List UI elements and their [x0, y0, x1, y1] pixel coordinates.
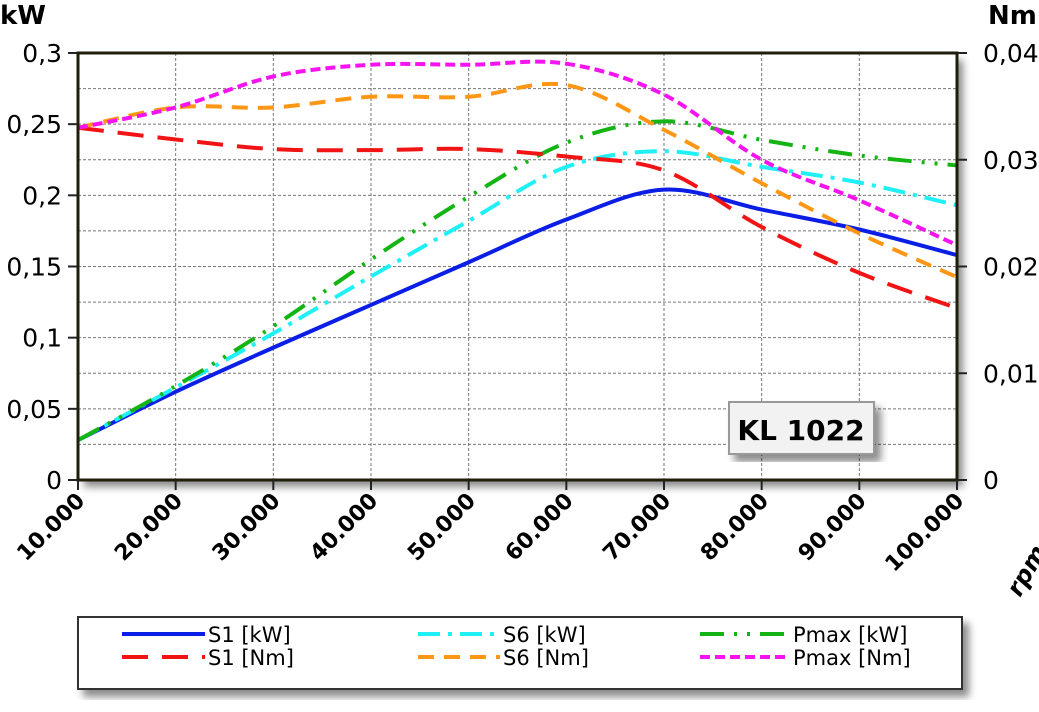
right-tick-label: 0,04: [983, 39, 1039, 68]
x-tick-label: 10.000: [13, 489, 91, 567]
x-tick-label: 40.000: [306, 489, 384, 567]
grid: [78, 53, 957, 480]
x-tick-label: 80.000: [696, 489, 774, 567]
legend-label: S6 [Nm]: [503, 646, 589, 670]
left-tick-label: 0,25: [6, 110, 62, 139]
x-tick-label: 50.000: [403, 489, 481, 567]
series-line-s1-nm: [77, 125, 958, 311]
left-tick-label: 0,05: [6, 395, 62, 424]
x-tick-label: 60.000: [501, 489, 579, 567]
left-tick-label: 0,1: [22, 324, 62, 353]
left-tick-label: 0,2: [22, 181, 62, 210]
series-line-pmax-nm: [77, 59, 958, 247]
left-tick-label: 0: [46, 466, 62, 495]
x-tick-label: 70.000: [599, 489, 677, 567]
x-tick-label: 90.000: [794, 489, 872, 567]
legend-label: S1 [Nm]: [208, 646, 294, 670]
right-tick-label: 0,03: [983, 146, 1039, 175]
x-tick-label: 100.000: [881, 489, 970, 578]
legend-label: Pmax [kW]: [793, 623, 907, 647]
series-line-s1-kw: [77, 187, 958, 442]
right-axis-label: Nm: [988, 1, 1037, 31]
x-axis-label: rpm: [1001, 540, 1039, 601]
legend-label: S1 [kW]: [208, 623, 291, 647]
right-tick-label: 0: [983, 466, 999, 495]
series-line-s6-kw: [77, 149, 958, 442]
left-tick-label: 0,3: [22, 39, 62, 68]
x-tick-label: 30.000: [208, 489, 286, 567]
legend-label: Pmax [Nm]: [793, 646, 911, 670]
left-axis-label: kW: [0, 1, 46, 31]
model-label: KL 1022: [737, 414, 864, 447]
legend-label: S6 [kW]: [503, 623, 586, 647]
right-tick-label: 0,01: [983, 359, 1039, 388]
right-tick-label: 0,02: [983, 253, 1039, 282]
left-tick-label: 0,15: [6, 253, 62, 282]
series-group: [77, 59, 958, 442]
series-line-s6-nm: [77, 81, 958, 280]
legend: S1 [kW] S6 [kW] Pmax [kW] S1 [Nm] S6 [Nm] Pma…: [77, 616, 963, 690]
model-annotation: KL 1022: [728, 401, 875, 455]
x-tick-label: 20.000: [110, 489, 188, 567]
